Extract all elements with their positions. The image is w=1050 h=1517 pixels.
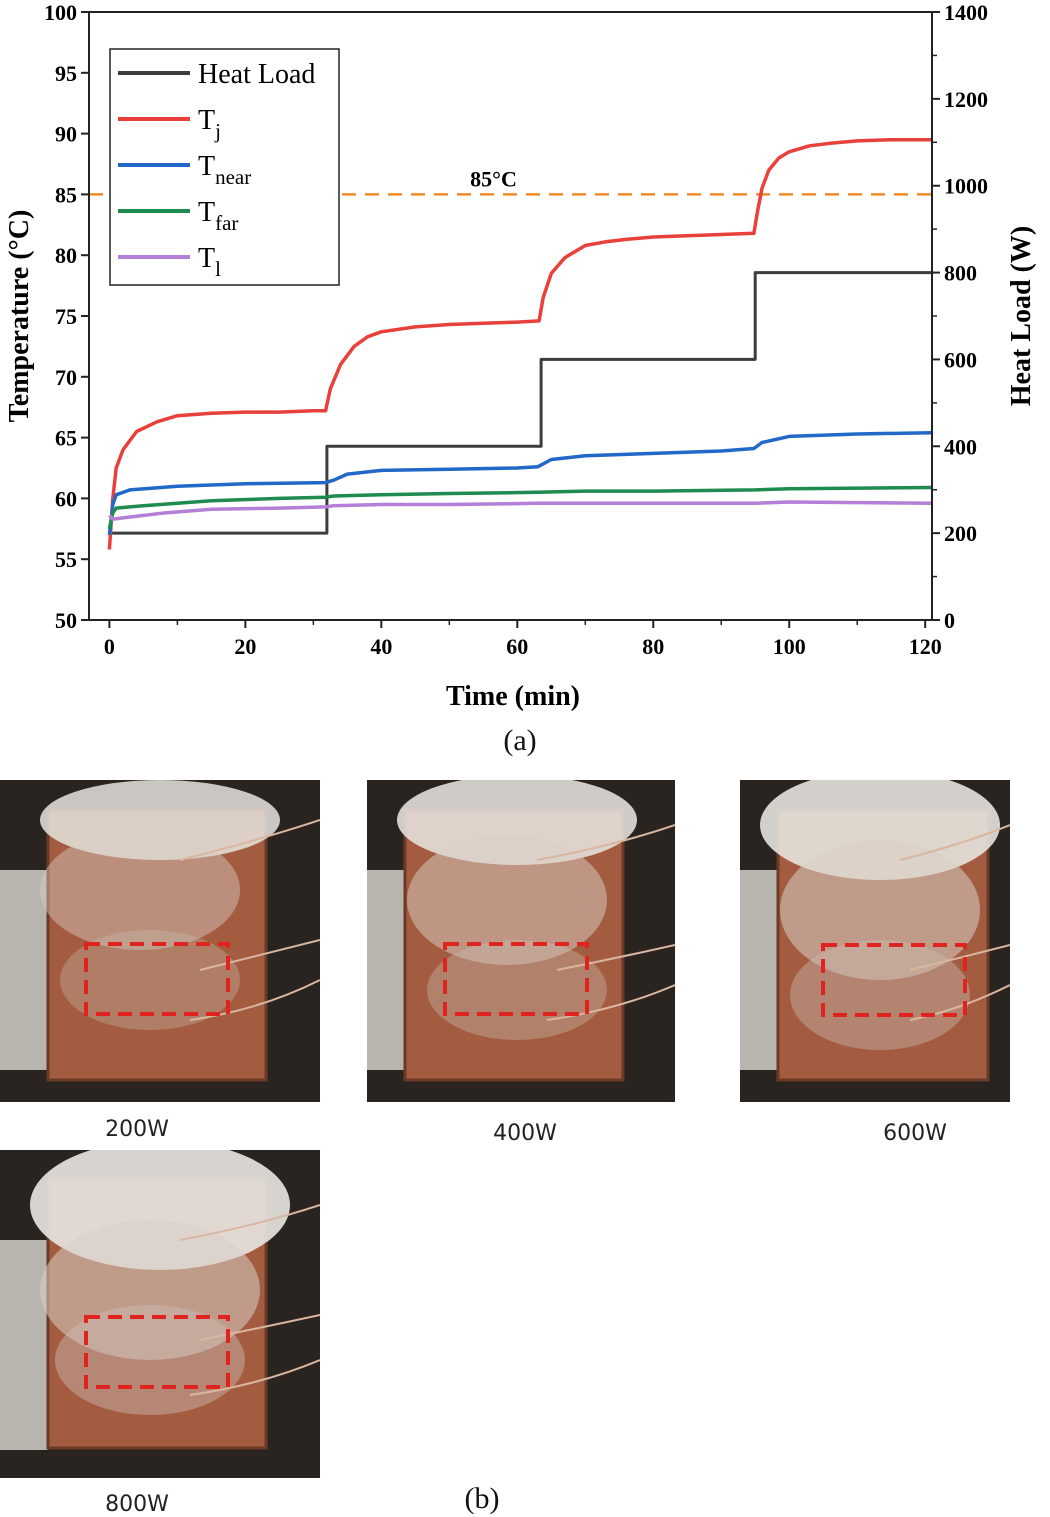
x-tick-label: 100 [773,634,806,659]
x-tick-label: 20 [234,634,256,659]
y2-tick-label: 1200 [944,87,988,112]
y2-tick-label: 200 [944,521,977,546]
series-line-t-near [107,430,932,536]
y2-tick-label: 400 [944,434,977,459]
series-lines [107,137,932,550]
y2-axis-title: Heat Load (W) [1006,226,1037,406]
legend-label: Heat Load [198,59,315,90]
photo-400w [367,780,675,1102]
x-tick-label: 40 [370,634,392,659]
y2-tick-label: 800 [944,261,977,286]
photo-200w [0,780,320,1102]
chart: 0 20 40 60 80 100 1205055606570758085909510002… [4,0,1037,712]
y-tick-label: 70 [55,365,77,390]
axis-ticks: 0 20 40 60 80 100 1205055606570758085909510002… [44,0,988,659]
y2-tick-label: 600 [944,347,977,372]
x-tick-label: 0 [104,634,115,659]
x-tick-label: 60 [506,634,528,659]
series-line-t-far [107,485,932,530]
y-axis-title: Temperature (°C) [4,210,35,423]
y-tick-label: 65 [55,426,77,451]
photo-600w [740,780,1010,1102]
y2-tick-label: 1400 [944,0,988,25]
photo-label-800w: 800W [105,1492,169,1517]
threshold-label: 85°C [470,166,517,191]
series-line-t-j [107,137,932,550]
y-tick-label: 100 [44,0,77,25]
y2-tick-label: 1000 [944,174,988,199]
x-axis-title: Time (min) [446,681,580,712]
y-tick-label: 90 [55,122,77,147]
x-tick-label: 120 [909,634,942,659]
y-tick-label: 50 [55,608,77,633]
caption-a: (a) [503,724,537,757]
photo-label-600w: 600W [883,1121,947,1146]
series-line-heat-load [109,271,932,535]
photo-label-200w: 200W [105,1117,169,1142]
photo-800w [0,1150,320,1478]
y-tick-label: 75 [55,304,77,329]
y-tick-label: 95 [55,61,77,86]
x-tick-label: 80 [642,634,664,659]
y-tick-label: 85 [55,182,77,207]
plot-frame [88,11,933,621]
photo-label-400w: 400W [493,1121,557,1146]
y2-tick-label: 0 [944,608,955,633]
y-tick-label: 80 [55,243,77,268]
caption-b: (b) [464,1482,500,1515]
series-line-t-l [108,500,932,521]
y-tick-label: 60 [55,486,77,511]
y-tick-label: 55 [55,547,77,572]
